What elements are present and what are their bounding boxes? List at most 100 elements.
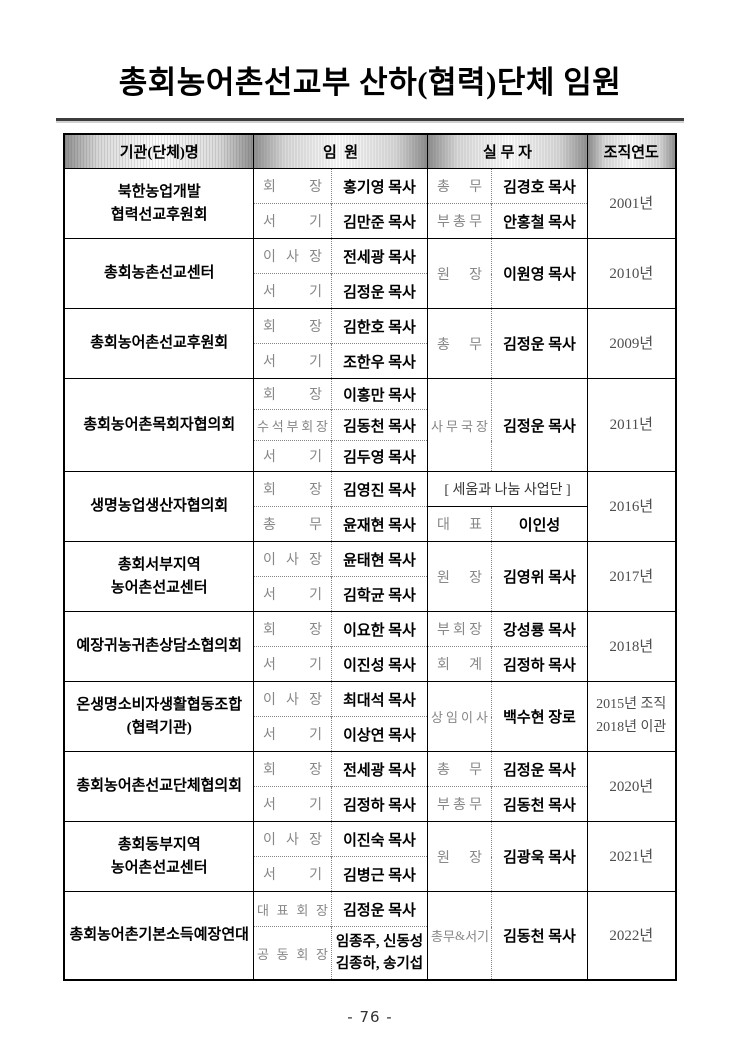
officer-name: 이상연 목사 <box>331 716 429 752</box>
officer-name: 이홍만 목사 <box>331 378 429 410</box>
column-header-org: 기관(단체)명 <box>63 133 254 170</box>
officer-name: 김정하 목사 <box>331 786 429 822</box>
officer-name: 이진성 목사 <box>331 646 429 682</box>
staff-name: 이원영 목사 <box>491 238 588 309</box>
table-header-row: 기관(단체)명 임 원 실 무 자 조직연도 <box>63 133 676 170</box>
staff-banner: [ 세움과 나눔 사업단 ] <box>427 471 588 508</box>
org-year: 2016년 <box>587 471 676 542</box>
officer-name: 김두영 목사 <box>331 440 429 472</box>
officer-name: 윤태현 목사 <box>331 541 429 577</box>
staff-name: 김동천 목사 <box>491 786 588 822</box>
staff-name: 김정운 목사 <box>491 308 588 379</box>
org-name: 온생명소비자생활협동조합 (협력기관) <box>64 681 254 752</box>
org-year: 2021년 <box>587 821 676 892</box>
org-year: 2018년 <box>587 611 676 682</box>
org-year: 2009년 <box>587 308 676 379</box>
staff-name: 김정운 목사 <box>491 751 588 787</box>
staff-name: 백수현 장로 <box>491 681 588 752</box>
staff-name: 김경호 목사 <box>491 168 588 204</box>
officer-name: 김동천 목사 <box>331 409 429 441</box>
org-name: 총회농촌선교센터 <box>64 238 254 309</box>
org-name: 총회동부지역 농어촌선교센터 <box>64 821 254 892</box>
column-header-year: 조직연도 <box>587 133 676 170</box>
page-number: - 76 - <box>347 1008 393 1027</box>
officer-name: 최대석 목사 <box>331 681 429 717</box>
officer-name: 이요한 목사 <box>331 611 429 647</box>
officer-name: 홍기영 목사 <box>331 168 429 204</box>
staff-role: 총 무 & 서 기 <box>427 891 492 981</box>
officer-name: 김만준 목사 <box>331 203 429 239</box>
title-rule <box>56 118 684 122</box>
staff-name: 김정하 목사 <box>491 646 588 682</box>
org-name: 예장귀농귀촌상담소협의회 <box>64 611 254 682</box>
org-year: 2011년 <box>587 378 676 472</box>
org-year: 2017년 <box>587 541 676 612</box>
officer-name: 김병근 목사 <box>331 856 429 892</box>
column-header-staff: 실 무 자 <box>427 133 588 170</box>
officer-name: 김한호 목사 <box>331 308 429 344</box>
org-name: 총회서부지역 농어촌선교센터 <box>64 541 254 612</box>
org-year: 2015년 조직 2018년 이관 <box>587 681 676 752</box>
staff-name: 강성룡 목사 <box>491 611 588 647</box>
officer-name: 김영진 목사 <box>331 471 429 507</box>
staff-name: 안홍철 목사 <box>491 203 588 239</box>
staff-name: 김광욱 목사 <box>491 821 588 892</box>
staff-name: 김영위 목사 <box>491 541 588 612</box>
page-title: 총회농어촌선교부 산하(협력)단체 임원 <box>118 65 622 100</box>
officer-name: 임종주, 신동성 김종하, 송기섭 <box>331 926 429 981</box>
column-header-officers: 임 원 <box>252 133 429 170</box>
org-name: 생명농업생산자협의회 <box>64 471 254 542</box>
officer-name: 윤재현 목사 <box>331 506 429 542</box>
org-year: 2020년 <box>587 751 676 822</box>
staff-name: 김동천 목사 <box>491 891 588 981</box>
officer-name: 전세광 목사 <box>331 751 429 787</box>
staff-name: 이인성 <box>491 506 588 542</box>
org-name: 총회농어촌선교후원회 <box>64 308 254 379</box>
org-name: 총회농어촌기본소득예장연대 <box>64 891 254 981</box>
